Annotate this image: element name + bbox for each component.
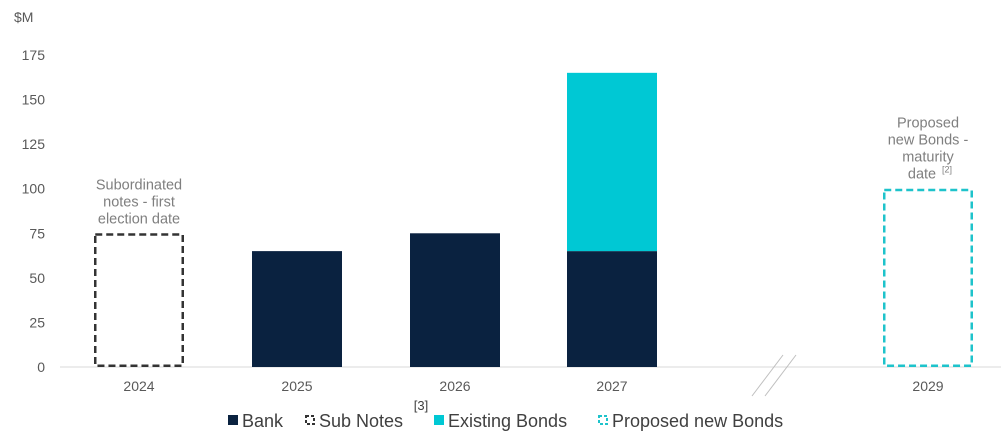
legend-label-sub-notes: Sub Notes (319, 411, 403, 431)
annotation-text: new Bonds - (888, 133, 969, 149)
legend-swatch-sub-notes (305, 415, 315, 425)
y-tick-label: 75 (29, 225, 45, 241)
axis-break-mark (764, 354, 797, 397)
bar-proposed-new-bonds (883, 188, 973, 367)
y-tick-label: 125 (22, 136, 46, 152)
legend-swatch-proposed-new-bonds (598, 415, 608, 425)
axis-break-mark (751, 354, 784, 397)
legend-label-existing-bonds: Existing Bonds (448, 411, 567, 431)
annotation-text: notes - first (103, 194, 175, 210)
footnote-marker: [3] (414, 398, 428, 413)
bar-bank (567, 251, 657, 367)
y-tick-label: 100 (22, 181, 46, 197)
y-tick-label: 150 (22, 92, 46, 108)
legend-label-bank: Bank (242, 411, 284, 431)
bar-bank (410, 233, 500, 367)
annotation-text: Subordinated (96, 177, 182, 193)
y-tick-label: 25 (29, 314, 45, 330)
bar-bank (252, 251, 342, 367)
annotation-text: maturity (902, 150, 954, 166)
y-tick-label: 175 (22, 47, 46, 63)
annotation-text: date (908, 167, 936, 183)
legend-swatch-existing-bonds (434, 415, 444, 425)
y-axis-unit-label: $M (14, 9, 33, 25)
y-tick-label: 0 (37, 359, 45, 375)
x-tick-label: 2024 (123, 378, 154, 394)
legend-label-proposed-new-bonds: Proposed new Bonds (612, 411, 783, 431)
bar-existing-bonds (567, 72, 657, 252)
annotation-text: election date (98, 211, 180, 227)
x-tick-label: 2025 (281, 378, 312, 394)
x-tick-label: 2027 (596, 378, 627, 394)
x-tick-label: 2029 (912, 378, 943, 394)
annotation-superscript: [2] (942, 165, 952, 175)
legend-swatch-bank (228, 415, 238, 425)
y-tick-label: 50 (29, 270, 45, 286)
bar-sub-notes (94, 233, 184, 367)
x-tick-label: 2026 (439, 378, 470, 394)
annotation-text: Proposed (897, 116, 959, 132)
